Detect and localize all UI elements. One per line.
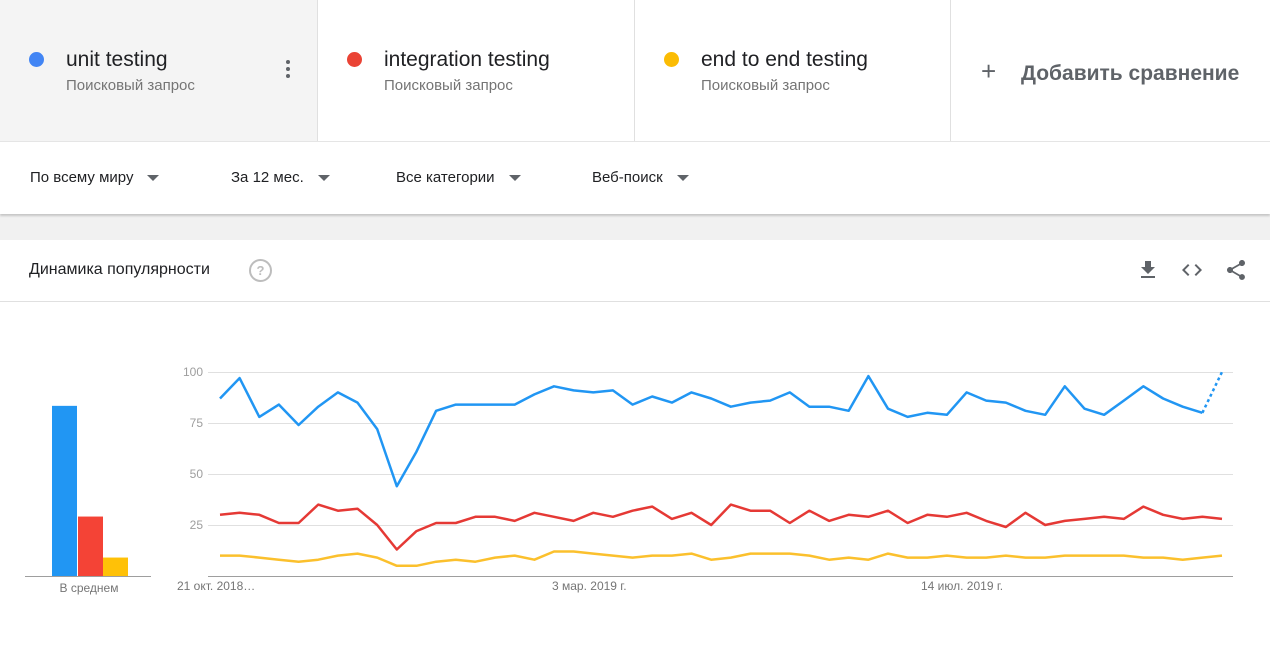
embed-code-icon[interactable]: [1180, 258, 1204, 282]
download-icon[interactable]: [1136, 258, 1160, 282]
filter-bar: По всему миру За 12 мес. Все категории В…: [0, 141, 1270, 214]
x-tick-label: 21 окт. 2018…: [177, 579, 255, 593]
card-header: Динамика популярности ?: [0, 240, 1270, 302]
series-line-1: [219, 503, 1223, 551]
term-subtitle: Поисковый запрос: [701, 77, 830, 94]
term-color-dot: [347, 52, 362, 67]
term-card-unit-testing[interactable]: unit testing Поисковый запрос: [0, 0, 318, 141]
average-bar-chart: В среднем: [25, 405, 151, 595]
add-comparison-button[interactable]: + Добавить сравнение: [951, 0, 1270, 141]
term-subtitle: Поисковый запрос: [384, 77, 513, 94]
region-label: По всему миру: [30, 169, 134, 186]
caret-down-icon: [508, 174, 521, 181]
region-dropdown[interactable]: По всему миру: [30, 169, 160, 186]
term-name: unit testing: [66, 48, 168, 71]
interest-over-time-card: Динамика популярности ? В среднем 100 75 5…: [0, 240, 1270, 670]
series-line-2: [220, 550, 1223, 568]
x-tick-label: 14 июл. 2019 г.: [921, 579, 1003, 593]
caret-down-icon: [676, 174, 689, 181]
term-color-dot: [664, 52, 679, 67]
term-color-dot: [29, 52, 44, 67]
category-label: Все категории: [396, 169, 495, 186]
term-name: integration testing: [384, 48, 550, 71]
search-terms-bar: unit testing Поисковый запрос integratio…: [0, 0, 1270, 141]
y-tick-label: 100: [183, 365, 203, 379]
term-subtitle: Поисковый запрос: [66, 77, 195, 94]
caret-down-icon: [317, 174, 330, 181]
caret-down-icon: [147, 174, 160, 181]
y-tick-label: 75: [190, 416, 204, 430]
series-line-partial: [1201, 371, 1224, 414]
x-tick-label: 3 мар. 2019 г.: [552, 579, 627, 593]
series-line-0: [219, 374, 1203, 488]
plus-icon: +: [981, 56, 997, 86]
avg-bar-0: [52, 405, 77, 576]
term-card-end-to-end-testing[interactable]: end to end testing Поисковый запрос: [635, 0, 951, 141]
period-label: За 12 мес.: [231, 169, 304, 186]
y-tick-label: 25: [190, 518, 204, 532]
term-card-integration-testing[interactable]: integration testing Поисковый запрос: [318, 0, 635, 141]
avg-bar-2: [103, 557, 128, 576]
interest-line-chart: 100 75 50 25 21 окт. 2018… 3 мар. 2019 г. 14 и…: [177, 365, 1233, 593]
question-circle-icon[interactable]: ?: [249, 259, 272, 282]
y-tick-label: 50: [190, 467, 204, 481]
category-dropdown[interactable]: Все категории: [396, 169, 521, 186]
term-name: end to end testing: [701, 48, 868, 71]
share-icon[interactable]: [1224, 258, 1248, 282]
search-type-label: Веб-поиск: [592, 169, 663, 186]
avg-bar-1: [78, 516, 103, 576]
search-type-dropdown[interactable]: Веб-поиск: [592, 169, 689, 186]
more-vert-icon[interactable]: [278, 60, 298, 84]
add-comparison-label: Добавить сравнение: [1021, 62, 1240, 85]
card-title: Динамика популярности: [29, 261, 210, 278]
period-dropdown[interactable]: За 12 мес.: [231, 169, 330, 186]
avg-label: В среднем: [60, 581, 119, 595]
